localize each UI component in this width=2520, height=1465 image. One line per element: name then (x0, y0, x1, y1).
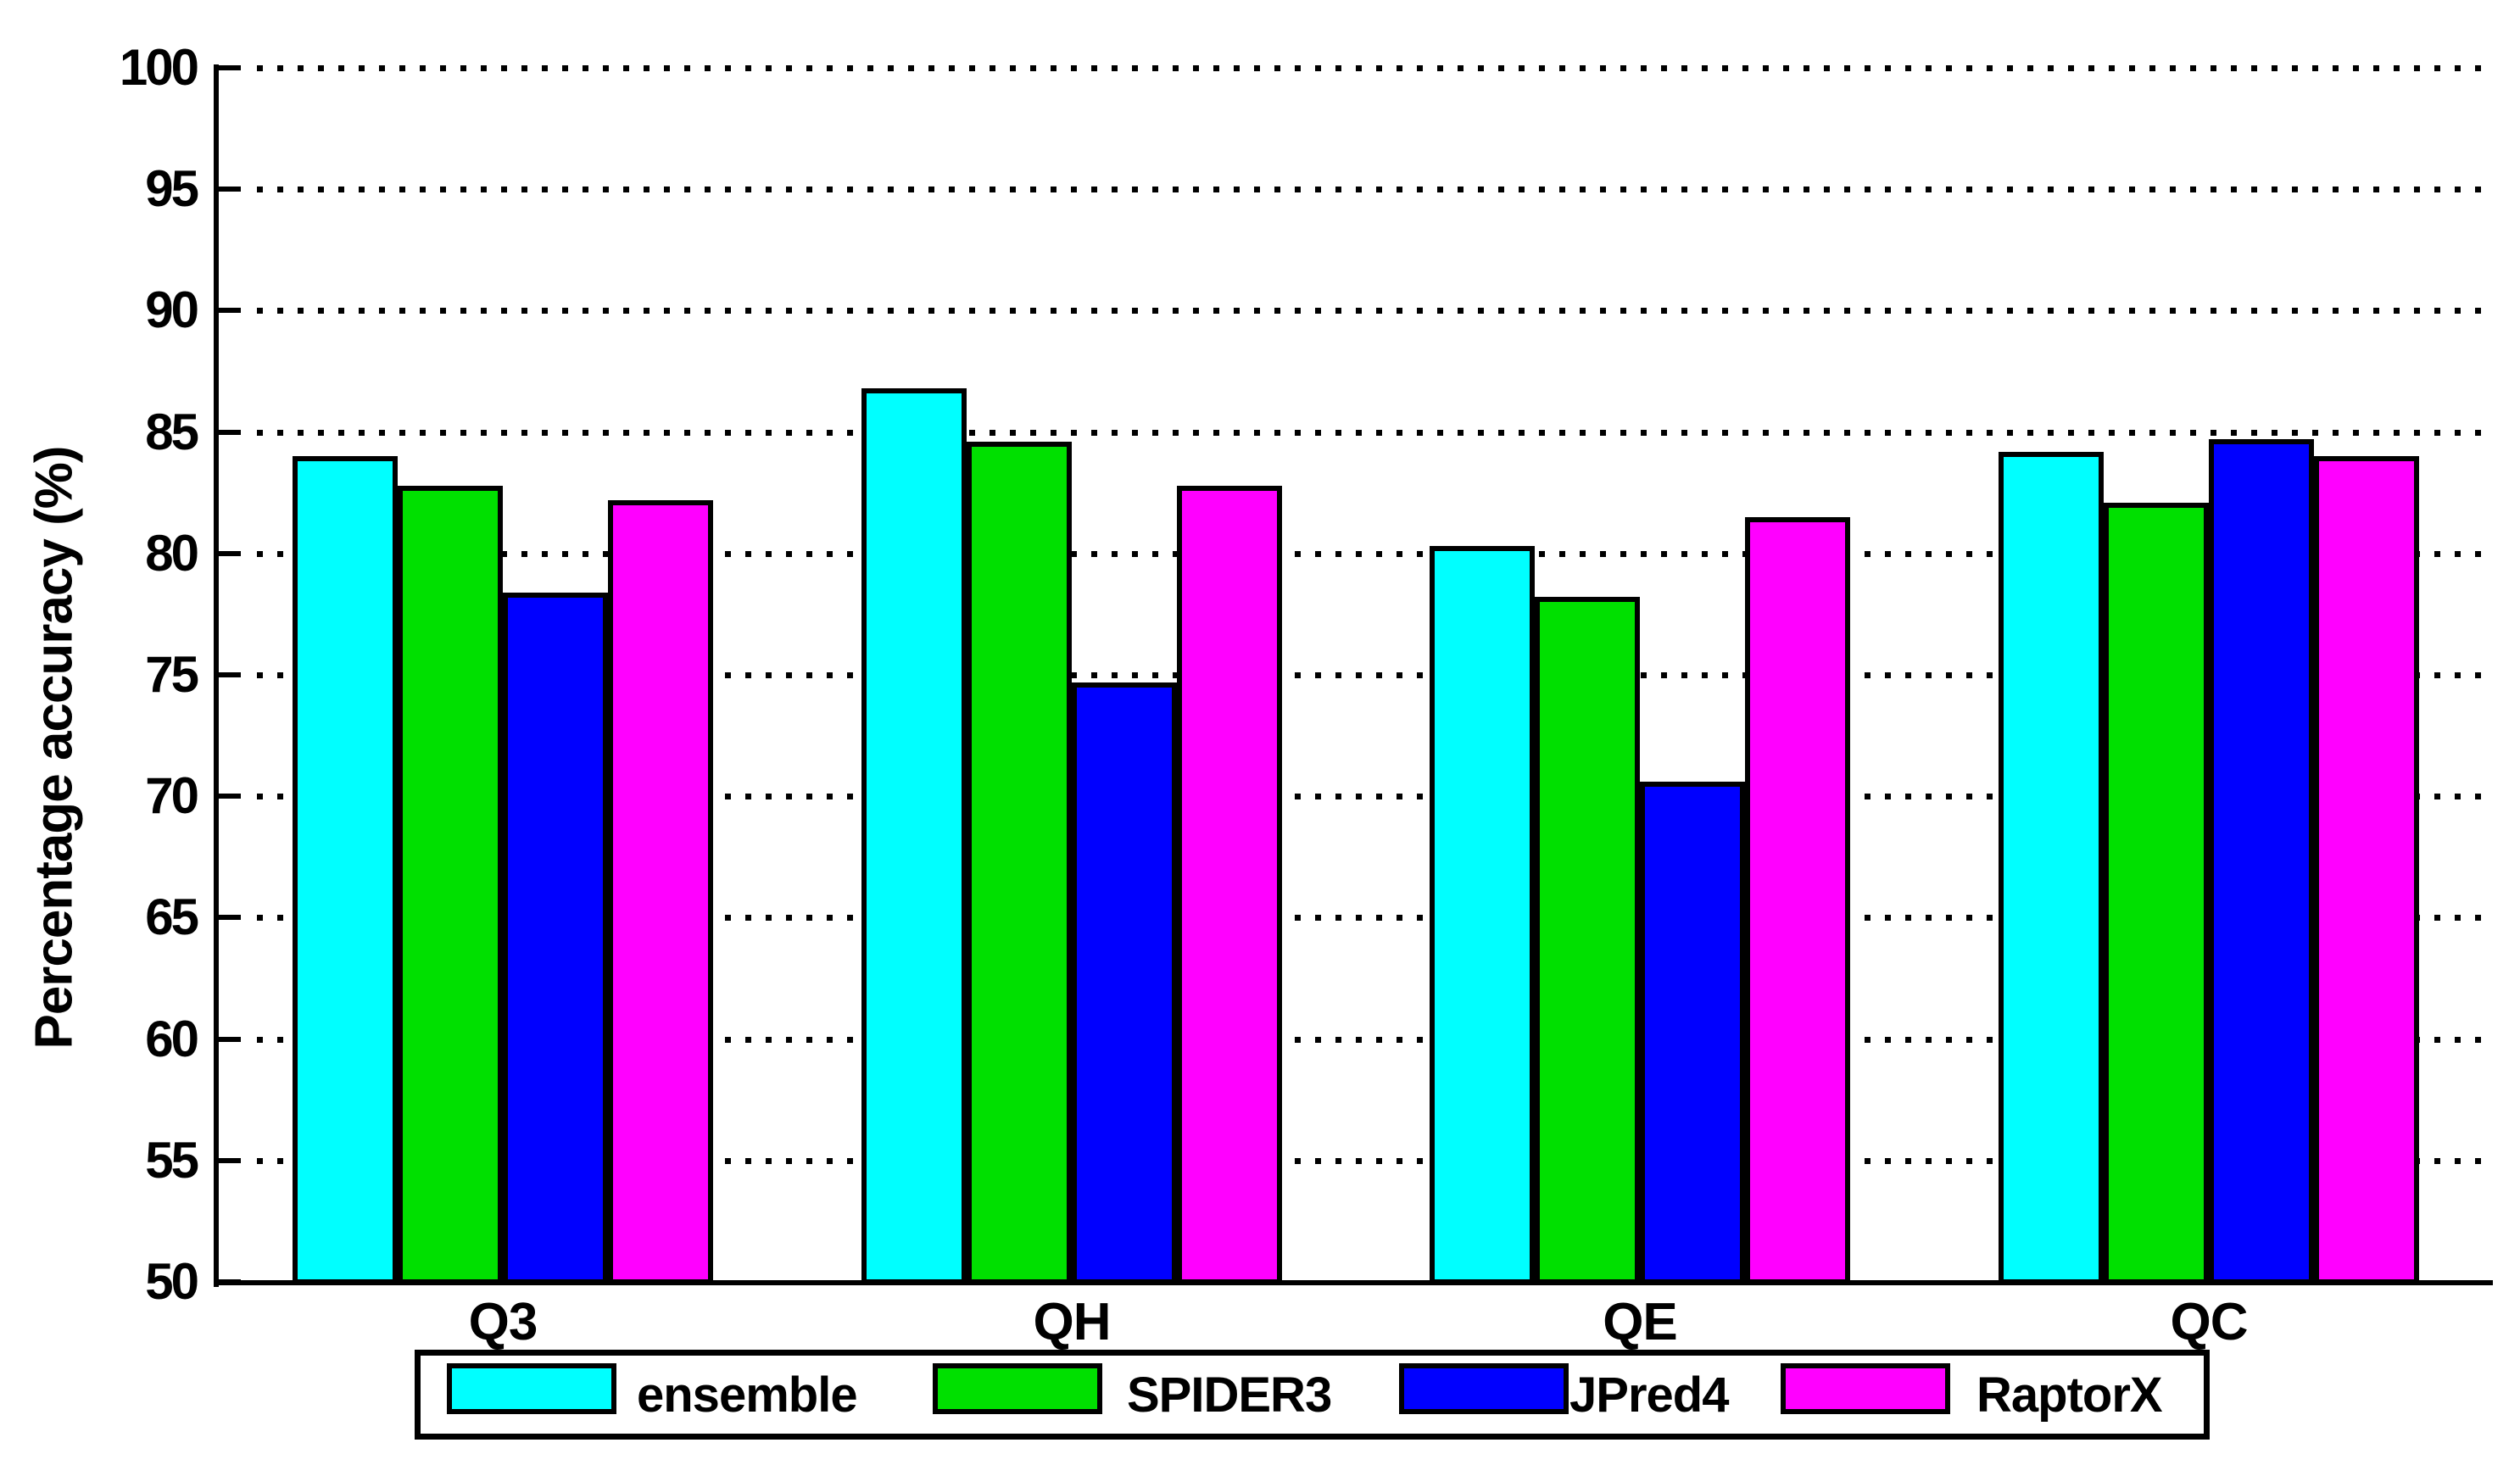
x-tick-label-QC: QC (2170, 1293, 2249, 1351)
bar-QE-JPred4 (1640, 782, 1745, 1284)
legend-swatch-RaptorX (1781, 1363, 1950, 1414)
legend-label-SPIDER3: SPIDER3 (1127, 1367, 1332, 1423)
x-tick-label-Q3: Q3 (468, 1293, 538, 1351)
y-tick-90 (219, 308, 241, 314)
y-gridline-75 (257, 672, 2493, 678)
legend-label-JPred4: JPred4 (1569, 1367, 1729, 1423)
legend-swatch-SPIDER3 (933, 1363, 1102, 1414)
y-tick-label-55: 55 (145, 1131, 199, 1189)
bar-QE-SPIDER3 (1535, 597, 1640, 1284)
y-gridline-95 (257, 187, 2493, 193)
y-gridline-55 (257, 1157, 2493, 1164)
bar-QE-RaptorX (1745, 516, 1850, 1284)
y-gridline-80 (257, 550, 2493, 557)
bar-QC-SPIDER3 (2104, 502, 2209, 1284)
y-tick-label-65: 65 (145, 888, 199, 946)
y-tick-95 (219, 187, 241, 192)
bar-QC-JPred4 (2209, 439, 2314, 1284)
legend-swatch-ensemble (447, 1363, 616, 1414)
y-tick-label-80: 80 (145, 524, 199, 582)
bar-QC-RaptorX (2314, 456, 2419, 1284)
y-tick-label-75: 75 (145, 646, 199, 703)
bar-QH-SPIDER3 (967, 442, 1072, 1284)
y-axis-line (214, 64, 219, 1287)
y-tick-label-60: 60 (145, 1010, 199, 1067)
y-tick-70 (219, 794, 241, 799)
bar-Q3-SPIDER3 (398, 485, 503, 1284)
bar-QH-ensemble (861, 388, 967, 1284)
bar-QH-RaptorX (1177, 485, 1282, 1284)
bar-Q3-JPred4 (503, 592, 608, 1284)
y-tick-80 (219, 550, 241, 556)
y-tick-label-70: 70 (145, 767, 199, 825)
y-tick-label-85: 85 (145, 403, 199, 460)
y-gridline-90 (257, 308, 2493, 315)
x-axis-line (214, 1280, 2493, 1285)
y-gridline-60 (257, 1036, 2493, 1043)
y-gridline-85 (257, 429, 2493, 436)
y-gridline-70 (257, 794, 2493, 800)
bar-QE-ensemble (1430, 546, 1535, 1284)
y-tick-label-100: 100 (119, 39, 199, 96)
y-tick-75 (219, 672, 241, 677)
y-gridline-100 (257, 65, 2493, 71)
y-tick-label-50: 50 (145, 1253, 199, 1310)
legend-label-RaptorX: RaptorX (1976, 1367, 2163, 1423)
y-tick-60 (219, 1036, 241, 1042)
y-tick-65 (219, 915, 241, 921)
y-tick-100 (219, 65, 241, 70)
y-tick-label-90: 90 (145, 281, 199, 339)
y-gridline-65 (257, 915, 2493, 922)
legend-label-ensemble: ensemble (637, 1367, 858, 1423)
x-tick-label-QE: QE (1603, 1293, 1678, 1351)
y-tick-label-95: 95 (145, 160, 199, 218)
legend-swatch-JPred4 (1399, 1363, 1569, 1414)
bar-QC-ensemble (1999, 451, 2104, 1284)
x-tick-label-QH: QH (1033, 1293, 1112, 1351)
bar-QH-JPred4 (1072, 682, 1177, 1284)
bar-Q3-RaptorX (608, 499, 713, 1284)
y-tick-55 (219, 1157, 241, 1163)
y-tick-85 (219, 429, 241, 435)
bar-Q3-ensemble (293, 456, 398, 1284)
legend: ensemble SPIDER3 JPred4 RaptorX (415, 1350, 2210, 1440)
